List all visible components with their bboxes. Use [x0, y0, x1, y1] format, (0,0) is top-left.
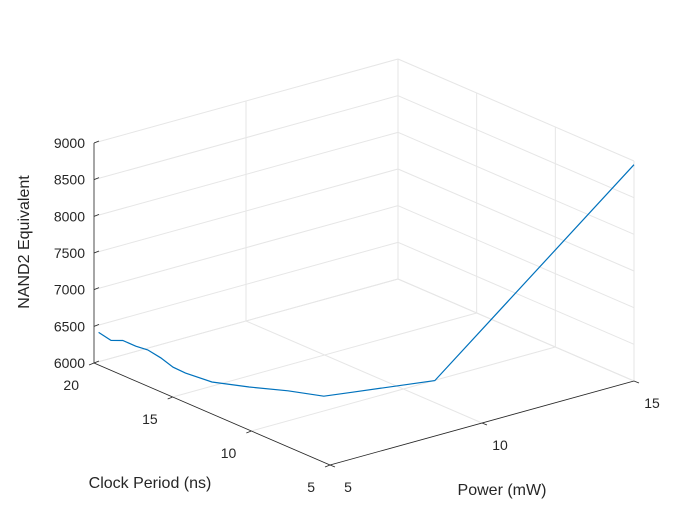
- grid-line-wall-yz: [397, 278, 635, 382]
- axes-layer: [88, 140, 640, 468]
- z-tick-label: 6500: [54, 318, 85, 334]
- z-tick-label: 7000: [54, 282, 85, 298]
- z-tick: [93, 287, 100, 291]
- y-axis-label: Clock Period (ns): [89, 475, 212, 492]
- grid-line-floor-x: [245, 320, 483, 424]
- grid-line-floor-y: [251, 346, 556, 432]
- x-tick-label: 10: [492, 437, 508, 453]
- y-axis-line: [93, 362, 331, 466]
- z-tick: [93, 323, 100, 327]
- z-tick-label: 8000: [54, 208, 85, 224]
- grid-line-floor-y: [172, 312, 477, 398]
- grid-line-wall-xz: [93, 131, 399, 217]
- x-tick-label: 5: [344, 479, 352, 495]
- series-line: [98, 164, 635, 397]
- z-tick: [93, 213, 100, 217]
- grid-line-wall-xz: [93, 58, 399, 144]
- series-layer: [98, 164, 635, 397]
- z-tick: [93, 360, 100, 364]
- z-tick: [93, 177, 100, 181]
- grid-line-wall-xz: [93, 168, 399, 254]
- grid-line-wall-yz: [397, 205, 635, 309]
- grid-line-wall-yz: [397, 95, 635, 199]
- grid-line-wall-yz: [397, 168, 635, 272]
- z-tick: [93, 250, 100, 254]
- grid-layer: [93, 58, 635, 466]
- grid-line-wall-xz: [93, 241, 399, 327]
- z-tick-label: 9000: [54, 135, 85, 151]
- z-tick: [93, 140, 100, 144]
- y-tick: [167, 396, 173, 400]
- z-tick-label: 8500: [54, 172, 85, 188]
- y-tick: [246, 430, 252, 434]
- x-tick: [481, 422, 488, 426]
- y-tick: [324, 464, 331, 468]
- z-axis-label: NAND2 Equivalent: [16, 175, 33, 309]
- y-tick-label: 20: [63, 377, 79, 393]
- x-axis-label: Power (mW): [458, 482, 547, 499]
- z-tick-label: 6000: [54, 355, 85, 371]
- grid-line-wall-yz: [397, 131, 635, 235]
- y-tick: [88, 362, 95, 366]
- x-tick: [633, 380, 640, 384]
- x-tick-label: 15: [644, 395, 660, 411]
- grid-line-wall-xz: [93, 95, 399, 181]
- x-tick: [329, 464, 336, 468]
- labels-layer: 5 10 15 5 10 15 20 6000 6500 7000 7500 8000 8500 9000: [54, 135, 660, 495]
- y-tick-label: 15: [142, 411, 158, 427]
- grid-line-wall-xz: [93, 205, 399, 291]
- y-tick-label: 5: [307, 479, 315, 495]
- y-tick-label: 10: [221, 445, 237, 461]
- grid-line-wall-yz: [397, 58, 635, 162]
- z-tick-label: 7500: [54, 245, 85, 261]
